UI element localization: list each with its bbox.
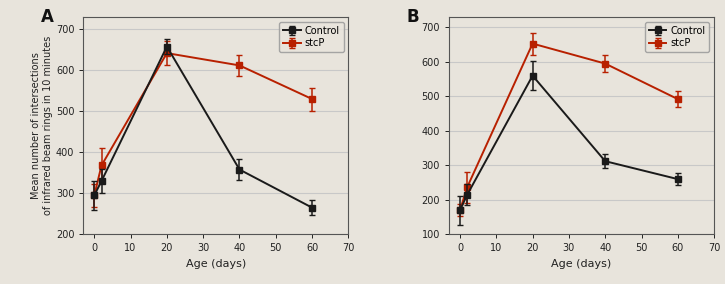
Text: B: B <box>407 8 419 26</box>
X-axis label: Age (days): Age (days) <box>552 259 612 269</box>
X-axis label: Age (days): Age (days) <box>186 259 246 269</box>
Y-axis label: Mean number of intersections
of infrared beam rings in 10 minutes: Mean number of intersections of infrared… <box>31 36 53 215</box>
Legend: Control, stcP: Control, stcP <box>279 22 344 52</box>
Legend: Control, stcP: Control, stcP <box>645 22 709 52</box>
Text: A: A <box>41 8 54 26</box>
